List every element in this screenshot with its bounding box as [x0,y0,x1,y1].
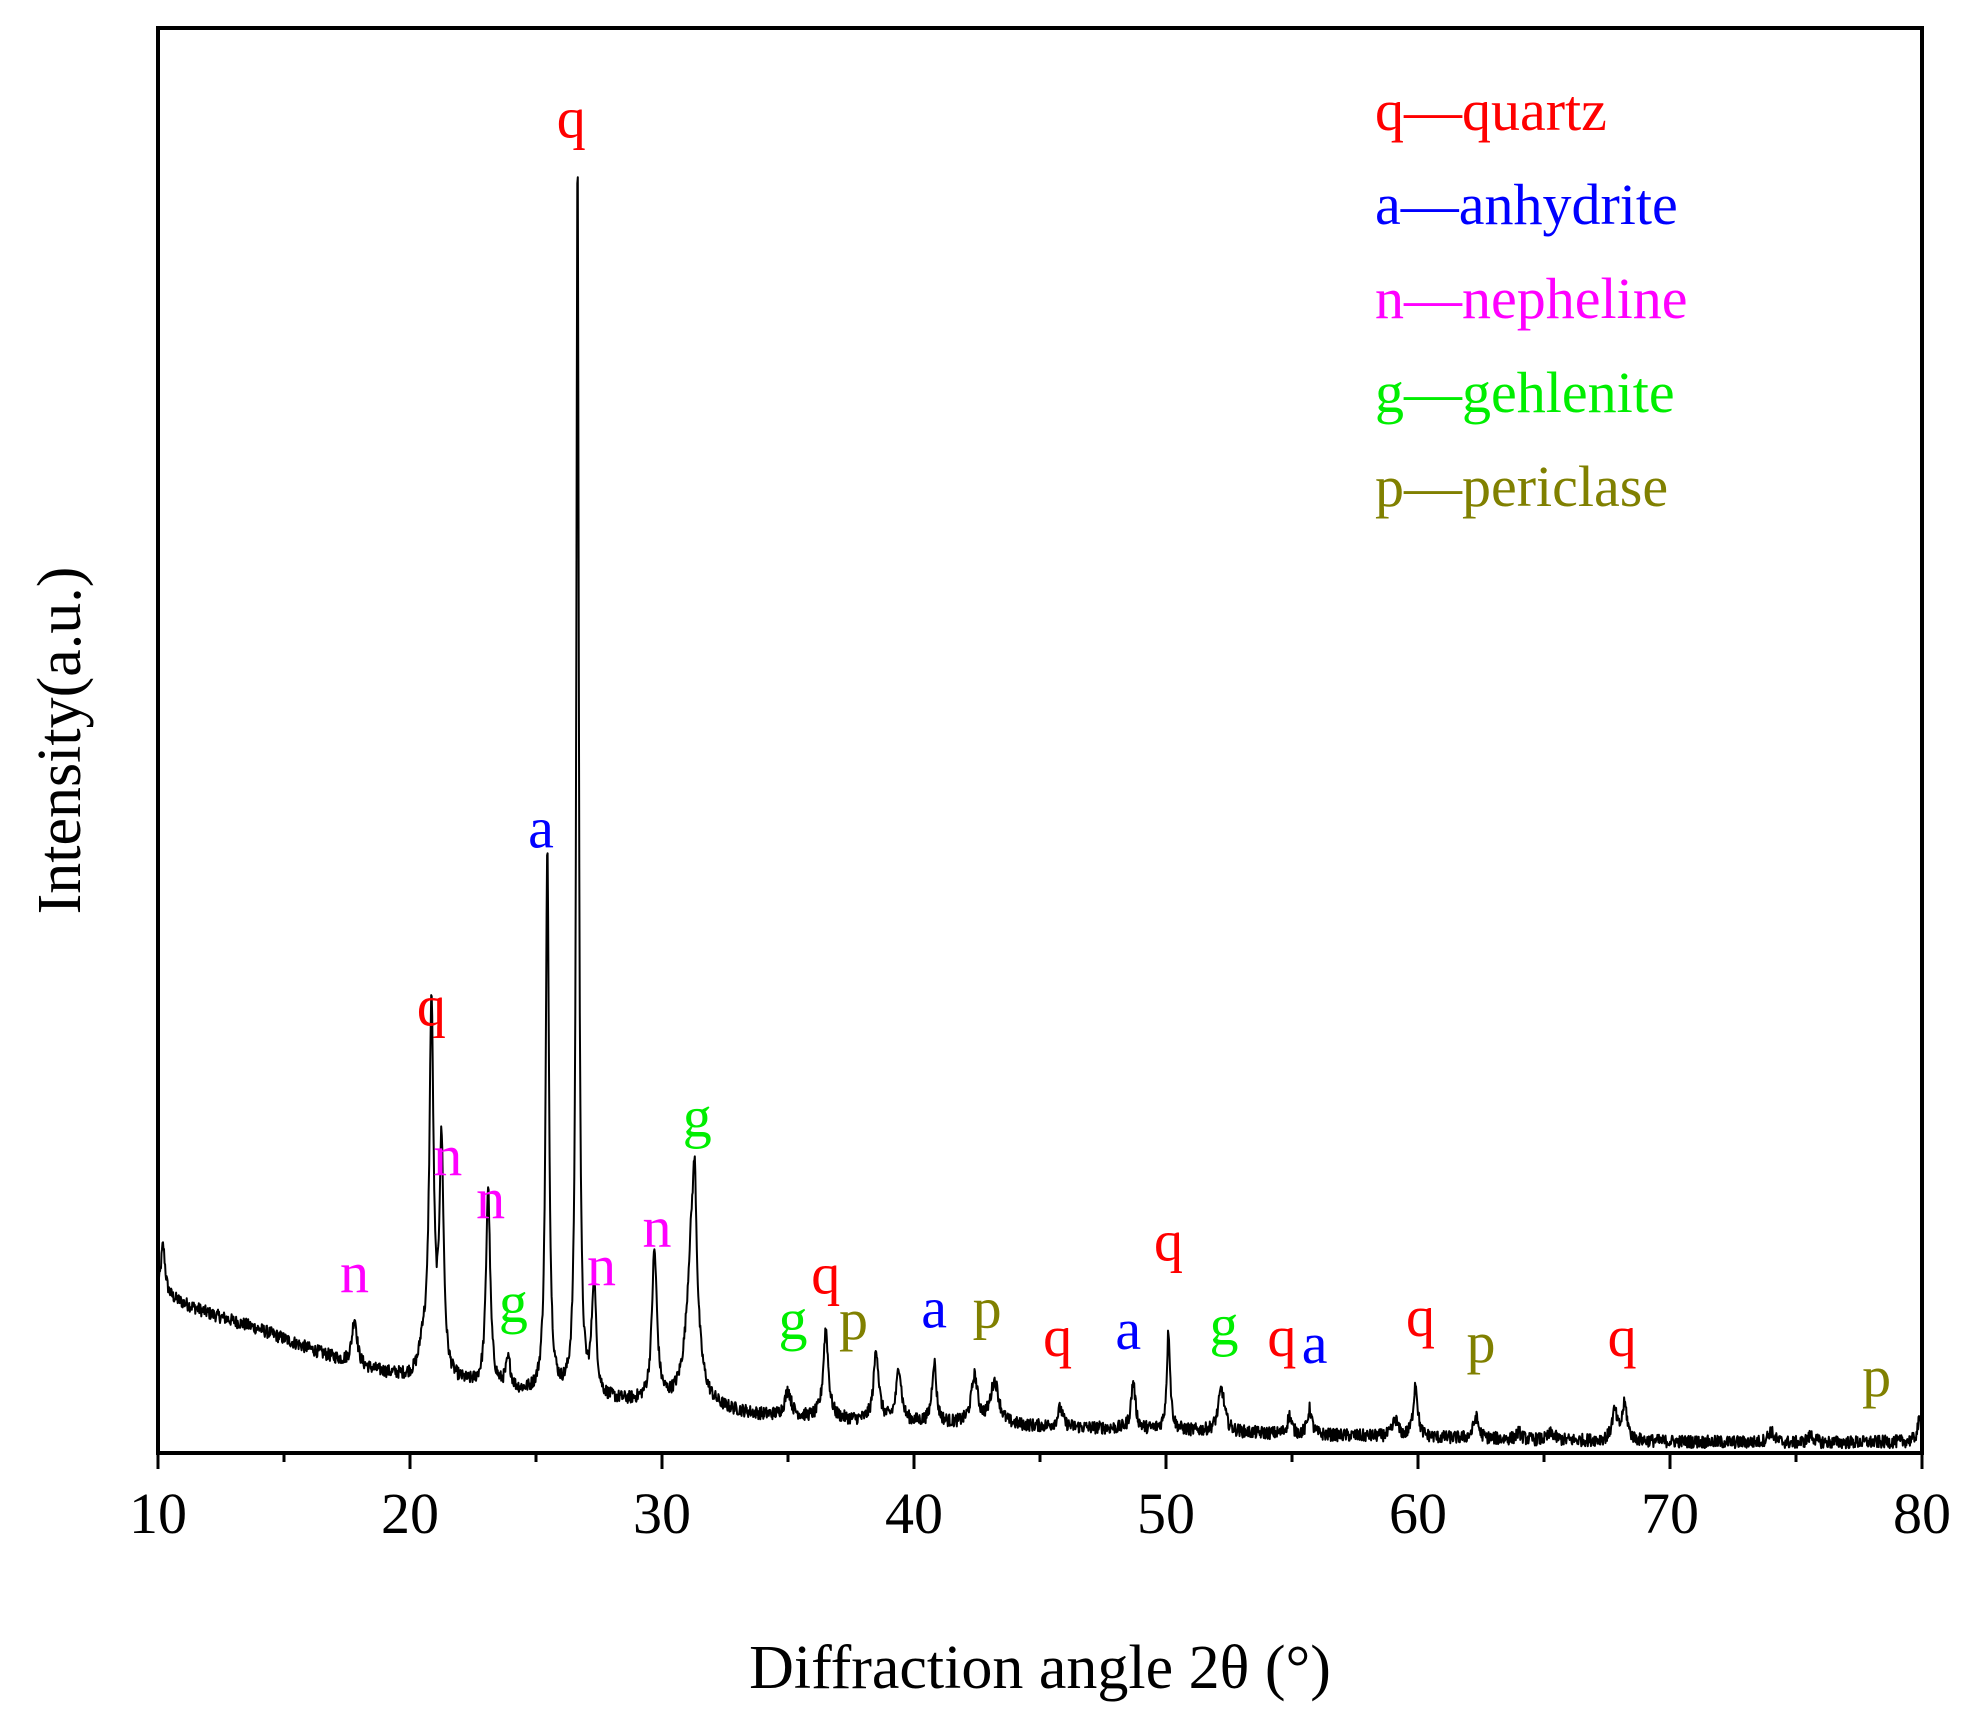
y-axis-title: Intensity(a.u.) [26,567,94,915]
peak-label-quartz: q [1608,1304,1637,1369]
peak-label-anhydrite: a [528,795,554,860]
peak-label-nepheline: n [587,1233,616,1298]
peak-label-anhydrite: a [1115,1297,1141,1362]
peak-label-nepheline: n [642,1194,671,1259]
peak-label-nepheline: n [340,1240,369,1305]
peak-label-quartz: q [1043,1304,1072,1369]
legend-entry-nepheline: n—nepheline [1375,266,1687,331]
peak-label-periclase: p [973,1276,1002,1341]
peak-label-nepheline: n [433,1123,462,1188]
peak-label-gehlenite: g [683,1085,712,1150]
x-tick-label: 40 [885,1481,943,1546]
peak-label-gehlenite: g [1209,1293,1238,1358]
peak-label-gehlenite: g [779,1287,808,1352]
peak-label-quartz: q [1154,1209,1183,1274]
peak-label-anhydrite: a [921,1276,947,1341]
xrd-pattern-line [157,176,1923,1450]
x-tick-label: 70 [1641,1481,1699,1546]
legend-entry-gehlenite: g—gehlenite [1375,360,1675,425]
peak-label-anhydrite: a [1302,1311,1328,1376]
peak-label-quartz: q [1267,1304,1296,1369]
x-tick-label: 10 [129,1481,187,1546]
peak-label-nepheline: n [476,1166,505,1231]
peak-label-periclase: p [1862,1344,1891,1409]
plot-area [156,26,1924,1455]
peak-label-periclase: p [1467,1310,1496,1375]
legend-entry-periclase: p—periclase [1375,454,1668,519]
legend-entry-quartz: q—quartz [1375,78,1607,143]
legend: q—quartz a—anhydrite n—nepheline g—gehlenit… [1375,78,1687,519]
peak-label-periclase: p [839,1287,868,1352]
peak-label-quartz: q [417,974,446,1039]
peak-label-quartz: q [1406,1284,1435,1349]
x-tick-label: 30 [633,1481,691,1546]
plot-frame [156,26,1924,1455]
peak-label-gehlenite: g [499,1270,528,1335]
x-tick-label: 60 [1389,1481,1447,1546]
x-axis-title: Diffraction angle 2θ (°) [749,1634,1331,1702]
legend-entry-anhydrite: a—anhydrite [1375,172,1678,237]
peak-label-quartz: q [811,1241,840,1306]
peak-label-quartz: q [557,86,586,151]
x-tick-label: 80 [1893,1481,1951,1546]
x-axis: 10 20 30 40 50 60 70 80 [129,1453,1951,1546]
x-tick-label: 50 [1137,1481,1195,1546]
x-tick-label: 20 [381,1481,439,1546]
